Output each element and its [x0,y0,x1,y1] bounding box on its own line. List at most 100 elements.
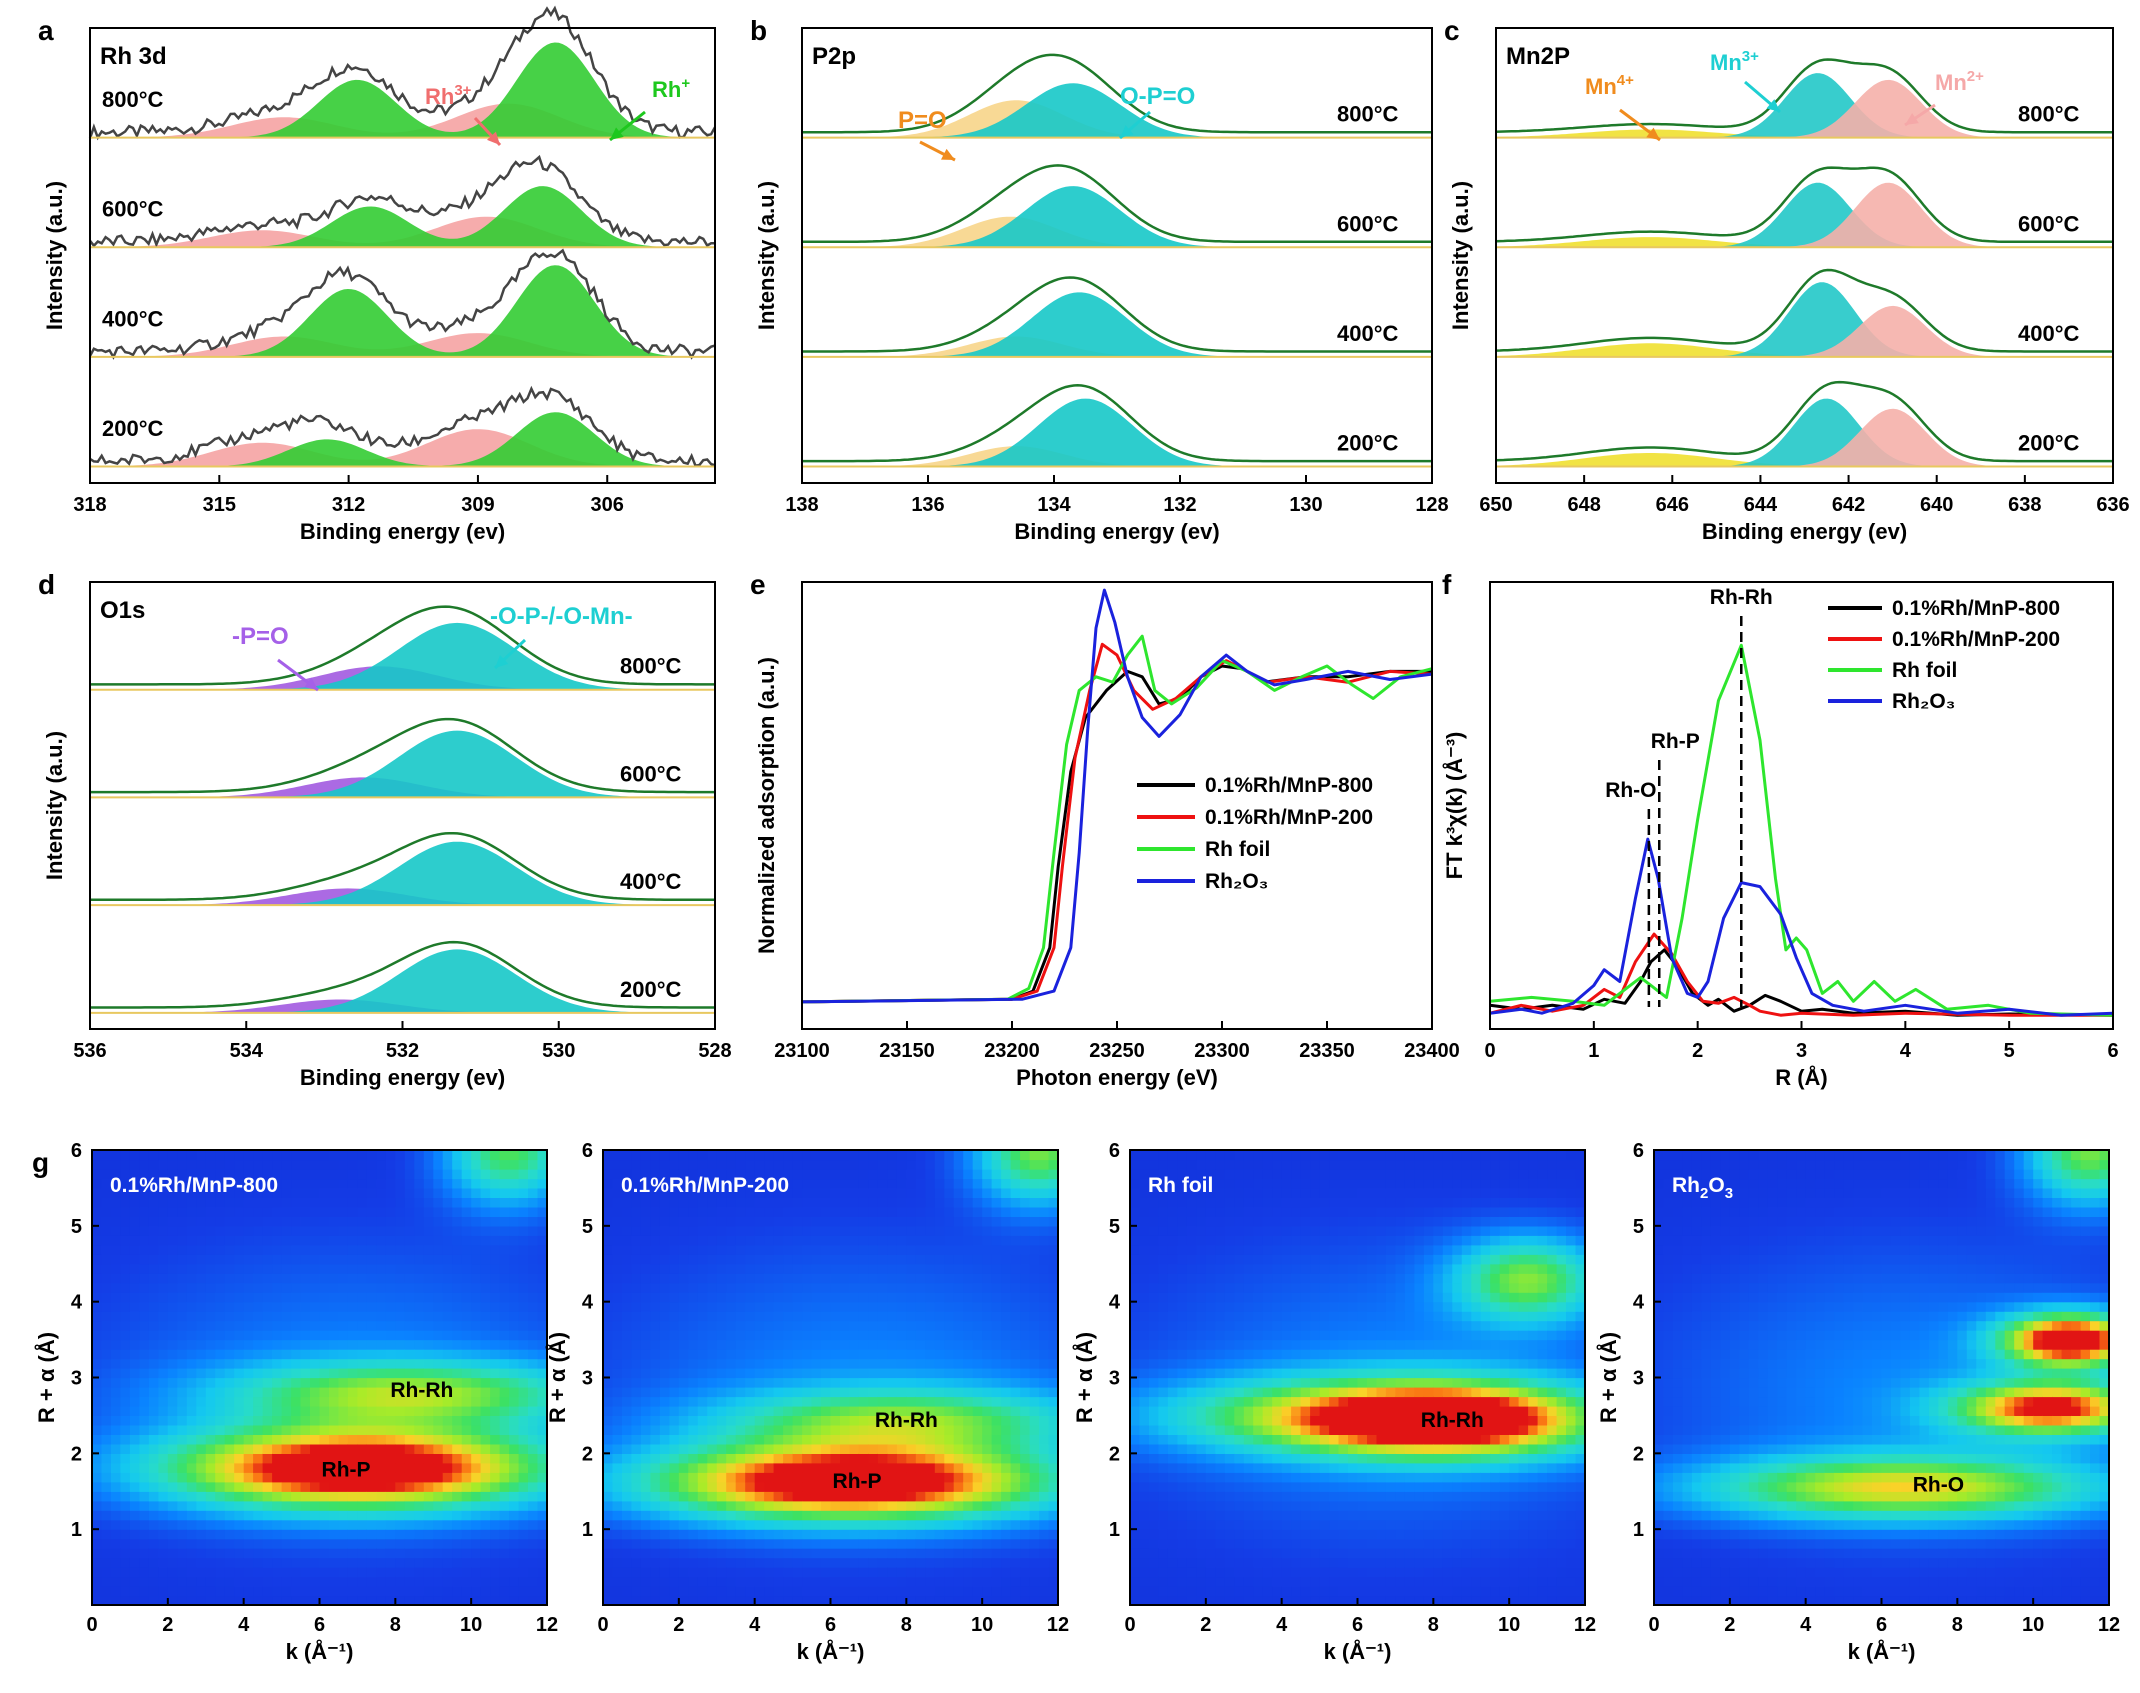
heatmap-cell [754,1519,765,1530]
heatmap-cell [376,1472,387,1483]
heatmap-cell [310,1169,321,1180]
heatmap-cell [442,1368,453,1379]
heatmap-cell [1001,1187,1012,1198]
heatmap-cell [745,1377,756,1388]
heatmap-cell [452,1159,463,1170]
heatmap-cell [404,1330,415,1341]
heatmap-cell [528,1368,539,1379]
heatmap-cell [167,1216,178,1227]
heatmap-cell [139,1178,150,1189]
heatmap-cell [177,1178,188,1189]
heatmap-cell [802,1567,813,1578]
heatmap-cell [640,1282,651,1293]
heatmap-cell [310,1235,321,1246]
heatmap-cell [111,1349,122,1360]
heatmap-cell [291,1396,302,1407]
heatmap-cell [205,1576,216,1587]
heatmap-cell [101,1491,112,1502]
heatmap-cell [896,1405,907,1416]
heatmap-cell [887,1368,898,1379]
heatmap-cell [528,1500,539,1511]
heatmap-cell [896,1368,907,1379]
heatmap-cell [509,1377,520,1388]
heatmap-cell [792,1197,803,1208]
heatmap-cell [177,1472,188,1483]
heatmap-cell [177,1462,188,1473]
heatmap-cell [357,1311,368,1322]
heatmap-cell [906,1197,917,1208]
heatmap-cell [887,1586,898,1597]
heatmap-cell [385,1586,396,1597]
heatmap-cell [129,1586,140,1597]
heatmap-cell [925,1292,936,1303]
heatmap-cell [120,1595,131,1606]
heatmap-cell [906,1225,917,1236]
heatmap-cell [612,1548,623,1559]
heatmap-cell [215,1491,226,1502]
heatmap-cell [678,1396,689,1407]
heatmap-cell [887,1567,898,1578]
heatmap-cell [745,1216,756,1227]
heatmap-cell [319,1368,330,1379]
heatmap-cell [528,1282,539,1293]
heatmap-cell [528,1197,539,1208]
heatmap-cell [177,1510,188,1521]
heatmap-cell [764,1519,775,1530]
heatmap-cell [215,1548,226,1559]
heatmap-cell [366,1159,377,1170]
heatmap-cell [357,1159,368,1170]
heatmap-cell [518,1377,529,1388]
heatmap-cell [783,1462,794,1473]
heatmap-cell [877,1282,888,1293]
heatmap-cell [253,1339,264,1350]
heatmap-cell [480,1567,491,1578]
heatmap-cell [896,1330,907,1341]
heatmap-cell [868,1481,879,1492]
heatmap-cell [716,1424,727,1435]
heatmap-cell [1130,1434,1141,1445]
heatmap-cell [1048,1595,1059,1606]
heatmap-cell [281,1178,292,1189]
heatmap-cell [319,1159,330,1170]
heatmap-cell [452,1396,463,1407]
heatmap-cell [688,1443,699,1454]
heatmap-cell [764,1576,775,1587]
heatmap-cell [811,1396,822,1407]
heatmap-cell [224,1368,235,1379]
heatmap-cell [830,1169,841,1180]
heatmap-cell [915,1462,926,1473]
heatmap-cell [423,1424,434,1435]
heatmap-cell [385,1538,396,1549]
heatmap-cell [461,1206,472,1217]
heatmap-cell [537,1358,548,1369]
heatmap-cell [120,1282,131,1293]
heatmap-cell [518,1292,529,1303]
heatmap-cell [423,1273,434,1284]
heatmap-cell [224,1396,235,1407]
heatmap-cell [906,1349,917,1360]
heatmap-cell [300,1481,311,1492]
heatmap-cell [745,1405,756,1416]
heatmap-cell [640,1330,651,1341]
heatmap-cell [735,1472,746,1483]
heatmap-cell [792,1481,803,1492]
heatmap-cell [442,1415,453,1426]
heatmap-cell [735,1339,746,1350]
heatmap-cell [925,1510,936,1521]
heatmap-cell [1048,1472,1059,1483]
heatmap-cell [792,1311,803,1322]
heatmap-cell [944,1349,955,1360]
heatmap-cell [1029,1263,1040,1274]
heatmap-cell [631,1311,642,1322]
heatmap-cell [442,1519,453,1530]
heatmap-cell [310,1254,321,1265]
heatmap-cell [471,1415,482,1426]
heatmap-cell [622,1424,633,1435]
heatmap-cell [1001,1491,1012,1502]
heatmap-cell [357,1225,368,1236]
heatmap-cell [963,1206,974,1217]
heatmap-cell [688,1453,699,1464]
heatmap-cell [764,1387,775,1398]
heatmap-cell [319,1301,330,1312]
heatmap-cell [291,1150,302,1161]
